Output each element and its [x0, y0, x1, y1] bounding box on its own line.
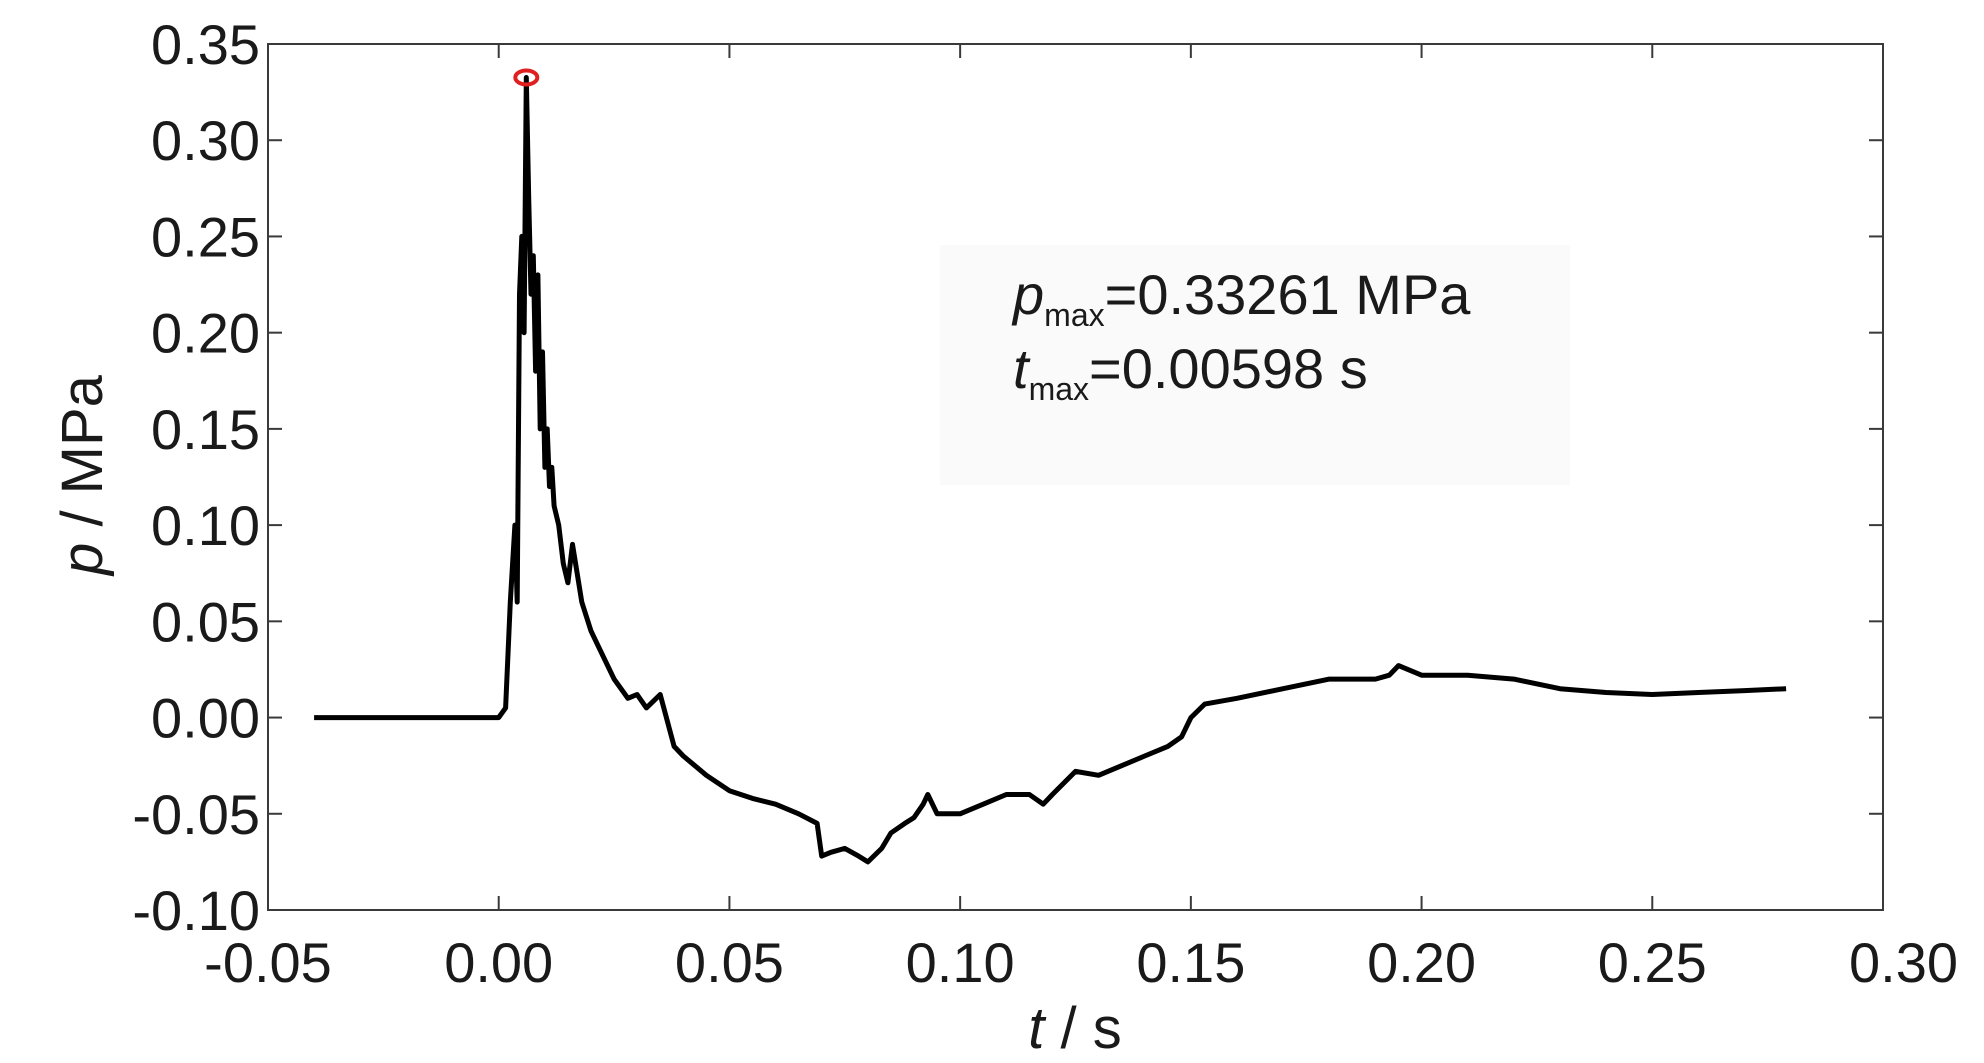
x-tick-label: 0.00 [444, 931, 553, 994]
pmax-sub: max [1044, 297, 1104, 333]
tmax-sub: max [1029, 371, 1089, 407]
y-tick-label: 0.30 [151, 109, 260, 172]
x-tick-label: 0.10 [906, 931, 1015, 994]
pmax-value: =0.33261 MPa [1105, 263, 1472, 326]
plot-frame [267, 43, 1884, 911]
y-tick-label: 0.35 [151, 13, 260, 76]
y-tick-label: 0.10 [151, 494, 260, 557]
peak-marker [513, 68, 540, 87]
y-axis-unit: / MPa [50, 374, 115, 542]
y-tick-label: 0.15 [151, 398, 260, 461]
y-tick-label: -0.05 [132, 783, 260, 846]
tmax-annotation: tmax=0.00598 s [1013, 337, 1368, 407]
y-axis-var: p [50, 543, 115, 577]
y-tick-label: 0.00 [151, 687, 260, 750]
x-tick-label: -0.05 [204, 931, 332, 994]
y-axis-label: p / MPa [50, 374, 115, 577]
y-tick-label: -0.10 [132, 879, 260, 942]
y-tick-labels: -0.10 -0.05 0.00 0.05 0.10 0.15 0.20 0.25 0.30 0.… [132, 13, 260, 942]
y-tick-label: 0.25 [151, 205, 260, 268]
annotation-box [940, 245, 1570, 485]
y-tick-label: 0.20 [151, 302, 260, 365]
tmax-var: t [1013, 337, 1031, 400]
pmax-var: p [1011, 263, 1044, 326]
x-axis-unit: / s [1044, 996, 1121, 1061]
x-tick-label: 0.25 [1598, 931, 1707, 994]
pmax-annotation: pmax=0.33261 MPa [1011, 263, 1471, 333]
x-tick-label: 0.05 [675, 931, 784, 994]
x-axis-label: t / s [1028, 996, 1121, 1061]
x-tick-labels: -0.05 0.00 0.05 0.10 0.15 0.20 0.25 0.30 [204, 931, 1958, 994]
tmax-value: =0.00598 s [1089, 337, 1368, 400]
x-tick-label: 0.20 [1367, 931, 1476, 994]
pressure-series-line [314, 75, 1787, 865]
x-tick-label: 0.15 [1136, 931, 1245, 994]
x-tick-label: 0.30 [1849, 931, 1958, 994]
x-axis-var: t [1028, 996, 1047, 1061]
y-tick-label: 0.05 [151, 590, 260, 653]
